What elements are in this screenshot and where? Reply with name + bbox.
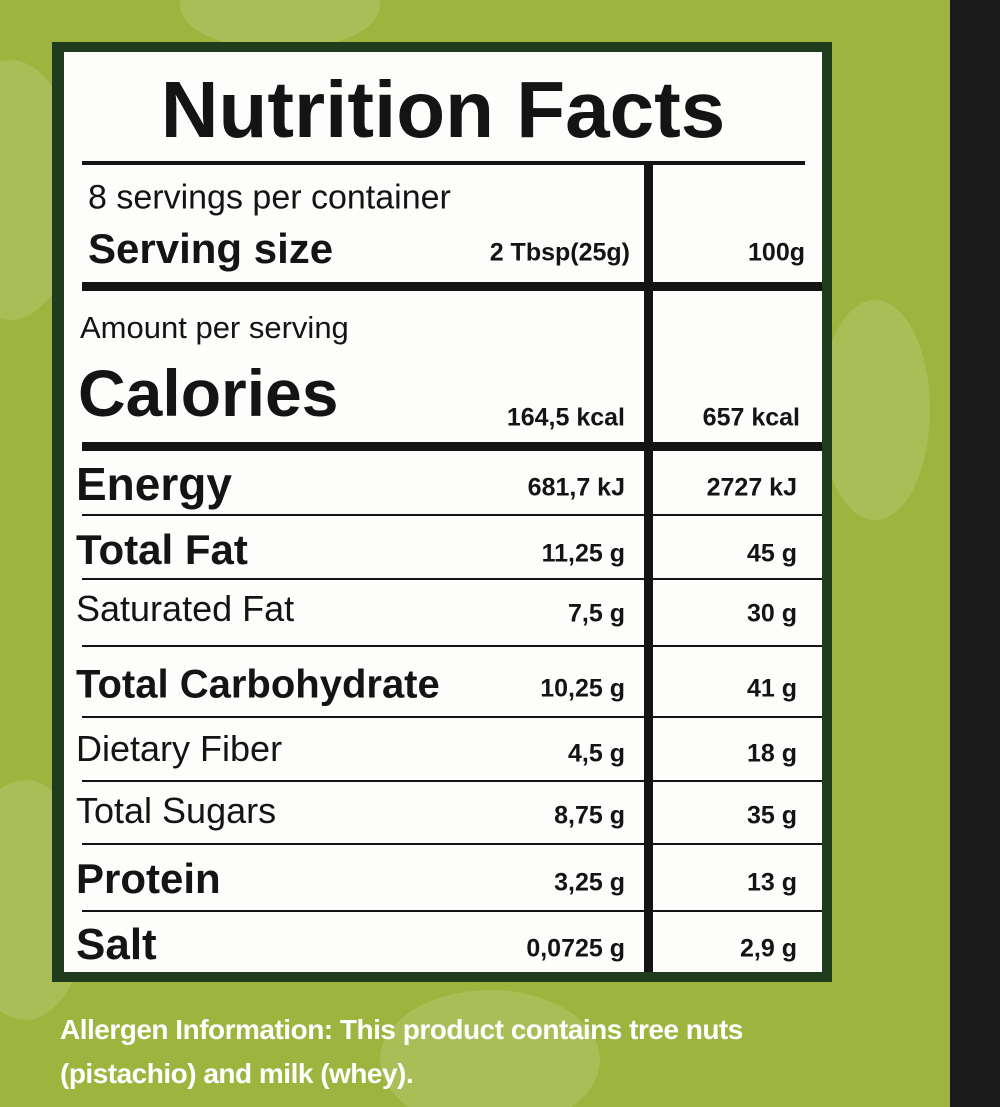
rule	[82, 161, 805, 165]
thick-rule	[82, 282, 822, 291]
per-100g: 41 g	[746, 674, 797, 703]
row-rule	[82, 716, 822, 718]
side-strip	[950, 0, 1000, 1107]
serving-size-value: 2 Tbsp(25g)	[489, 238, 630, 267]
title: Nutrition Facts	[160, 65, 726, 154]
per-serving: 10,25 g	[540, 674, 625, 703]
calories-label: Calories	[78, 356, 339, 430]
pistachio	[820, 300, 930, 520]
amount-per-serving: Amount per serving	[80, 310, 349, 345]
nutrient-label: Protein	[76, 855, 221, 902]
label-panel	[64, 52, 822, 972]
nutrient-label: Salt	[76, 920, 157, 969]
per-100g: 18 g	[746, 739, 797, 768]
per-serving: 3,25 g	[554, 868, 625, 897]
calories-100g: 657 kcal	[702, 403, 800, 432]
per-serving: 0,0725 g	[526, 934, 625, 963]
calories-value: 164,5 kcal	[506, 403, 625, 432]
nutrient-label: Dietary Fiber	[76, 728, 283, 769]
row-rule	[82, 578, 822, 580]
per-serving: 7,5 g	[568, 599, 625, 628]
per-100g: 30 g	[746, 599, 797, 628]
allergen-info: Allergen Information: This product conta…	[60, 1014, 743, 1089]
per-serving: 11,25 g	[541, 539, 625, 568]
per-serving: 681,7 kJ	[527, 473, 625, 502]
per-100g: 45 g	[746, 539, 797, 568]
per-100g: 13 g	[746, 868, 797, 897]
nutrient-label: Energy	[76, 458, 232, 510]
nutrient-label: Total Sugars	[76, 790, 277, 831]
row-rule	[82, 843, 822, 845]
pistachio	[380, 990, 600, 1107]
per-serving: 8,75 g	[554, 801, 625, 830]
serving-size-label: Serving size	[88, 225, 334, 272]
per-100g: 35 g	[746, 801, 797, 830]
nutrient-label: Total Fat	[76, 526, 248, 573]
serving-size-100g: 100g	[748, 238, 805, 267]
row-rule	[82, 780, 822, 782]
row-rule	[82, 514, 822, 516]
row-rule	[82, 645, 822, 647]
per-100g: 2727 kJ	[706, 473, 797, 502]
nutrient-label: Total Carbohydrate	[76, 662, 440, 707]
row-rule	[82, 910, 822, 912]
per-100g: 2,9 g	[740, 934, 797, 963]
servings: 8 servings per container	[88, 178, 451, 217]
column-divider	[644, 163, 653, 972]
thick-rule	[82, 442, 822, 451]
per-serving: 4,5 g	[568, 739, 625, 768]
nutrient-label: Saturated Fat	[76, 588, 295, 629]
